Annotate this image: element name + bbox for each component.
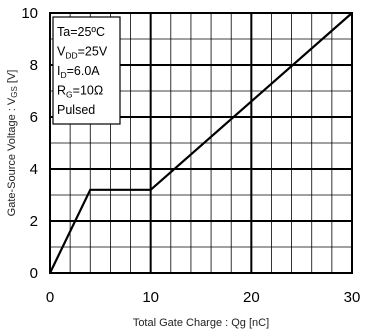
y-tick-label: 6 [30, 109, 38, 126]
conditions-lines: Ta=25ºC VDD=25V ID=6.0A RG=10Ω Pulsed [57, 25, 108, 117]
condition-line: VDD=25V [57, 45, 108, 61]
series-layer [49, 12, 353, 274]
condition-line: Pulsed [57, 103, 95, 117]
x-axis-title: Total Gate Charge : Qg [nC] [133, 317, 269, 329]
x-tick-label: 20 [243, 289, 260, 306]
x-tick-label: 30 [344, 289, 361, 306]
y-axis-title: Gate-Source Voltage : VGS [V] [6, 70, 19, 217]
plot-frame [49, 12, 353, 274]
x-tick-label: 10 [142, 289, 159, 306]
x-tick-label: 0 [46, 289, 54, 306]
condition-line: RG=10Ω [57, 84, 103, 100]
series-line-0 [49, 12, 353, 274]
y-tick-label: 4 [30, 161, 38, 178]
y-axis-title-main: Gate-Source Voltage : V [6, 97, 18, 216]
conditions-box-frame [52, 16, 121, 125]
condition-line: Ta=25ºC [57, 25, 105, 39]
y-tick-label: 2 [30, 213, 38, 230]
y-axis-title-subscript: GS [10, 86, 19, 98]
condition-line: ID=6.0A [57, 64, 100, 80]
y-axis-title-unit: [V] [6, 70, 18, 87]
conditions-box: Ta=25ºC VDD=25V ID=6.0A RG=10Ω Pulsed [52, 16, 121, 125]
y-tick-label: 8 [30, 57, 38, 74]
y-tick-label: 10 [21, 5, 38, 22]
x-tick-labels: 0 10 20 30 [46, 289, 361, 306]
y-tick-labels: 0 2 4 6 8 10 [21, 5, 38, 282]
y-tick-label: 0 [30, 265, 38, 282]
